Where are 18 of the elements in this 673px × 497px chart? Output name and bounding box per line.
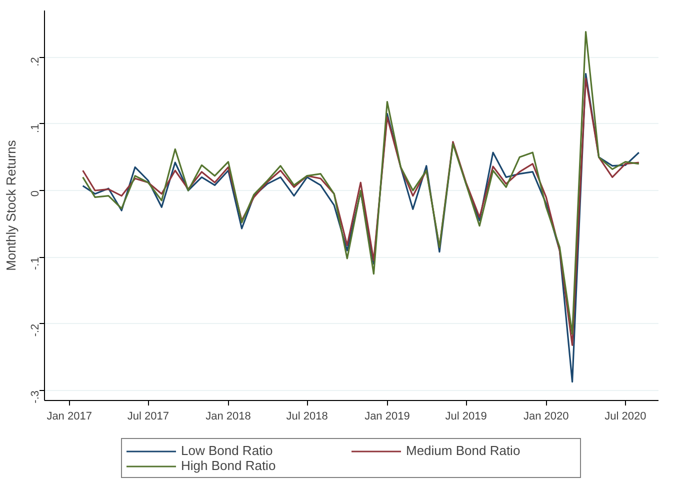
x-tick-label: Jul 2019	[445, 410, 487, 422]
x-tick-label: Jan 2020	[524, 410, 569, 422]
y-tick-label: 0	[30, 190, 42, 197]
legend-label: High Bond Ratio	[181, 458, 277, 473]
x-tick-label: Jan 2017	[46, 410, 92, 422]
legend-label: Medium Bond Ratio	[406, 443, 522, 458]
y-tick-label: -.1	[30, 257, 42, 270]
x-tick-label: Jan 2019	[364, 410, 410, 422]
y-tick-label: -.2	[30, 324, 42, 337]
y-tick-label: -.3	[30, 390, 42, 404]
x-tick-label: Jul 2017	[127, 410, 169, 422]
x-tick-label: Jul 2018	[286, 410, 328, 422]
legend-label: Low Bond Ratio	[181, 443, 274, 458]
x-tick-label: Jul 2020	[604, 410, 646, 422]
y-tick-label: .2	[30, 57, 42, 66]
y-tick-label: .1	[30, 124, 42, 134]
y-axis-title: Monthly Stock Returns	[4, 140, 18, 271]
x-tick-label: Jan 2018	[206, 410, 251, 422]
